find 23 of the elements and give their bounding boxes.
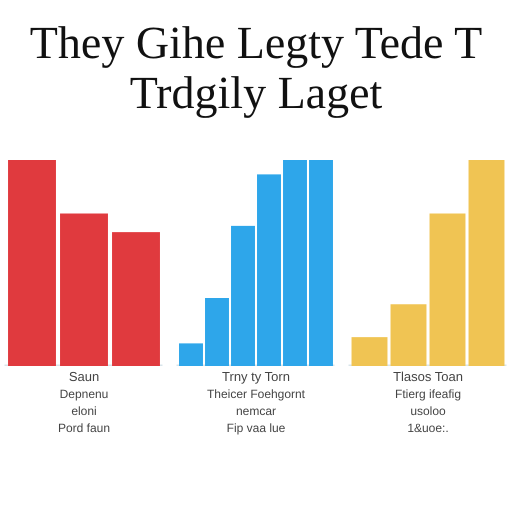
bar (205, 298, 229, 366)
text: eloni (70, 404, 98, 418)
text: usoloo (409, 404, 447, 418)
bar (352, 337, 388, 366)
text: 1&uoe:. (406, 421, 450, 435)
text: Depnenu (58, 387, 110, 401)
bar (283, 160, 307, 366)
text: Tlasos Toan (392, 369, 464, 384)
bar (309, 160, 333, 366)
text: Fip vaa lue (226, 421, 286, 435)
bar (257, 174, 281, 366)
bar (179, 343, 203, 366)
bar (430, 214, 466, 366)
text: Trny ty Torn (221, 369, 291, 384)
text: They Gihe Legty Tede T Trdgily Laget (28, 17, 484, 118)
text: Theicer Foehgornt (206, 387, 306, 401)
bar (390, 304, 426, 366)
text: Saun (68, 369, 100, 384)
text: nemcar (234, 404, 277, 418)
text: Ftierg ifeafig (394, 387, 462, 401)
text: Pord faun (56, 421, 112, 435)
bar (231, 226, 255, 366)
bar (468, 160, 504, 366)
